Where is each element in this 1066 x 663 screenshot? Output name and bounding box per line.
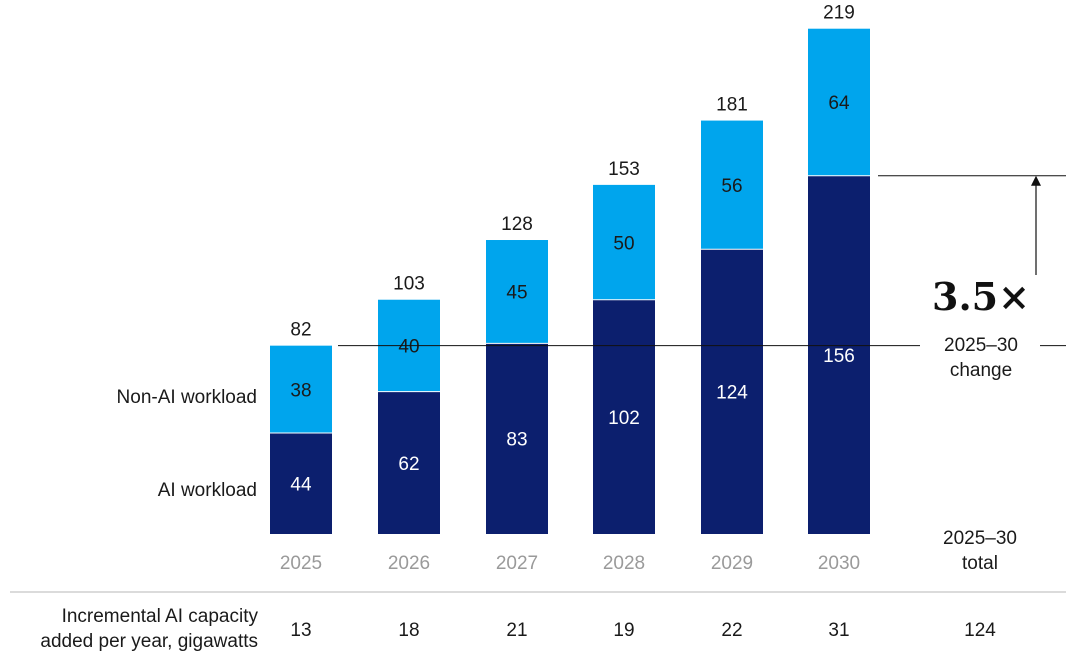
bar-non-ai-2030 xyxy=(808,28,870,176)
bar-ai-2025 xyxy=(270,432,332,534)
bar-non-ai-2027 xyxy=(486,240,548,344)
label-ai-2025: 44 xyxy=(290,474,312,495)
row-value-2026: 18 xyxy=(398,620,419,641)
x-tick-2028: 2028 xyxy=(603,553,645,574)
x-tick-2027: 2027 xyxy=(496,553,538,574)
row-value-2029: 22 xyxy=(721,620,742,641)
label-non-ai-2026: 40 xyxy=(398,337,419,358)
change-label-line1: 2025–30 xyxy=(944,335,1018,356)
row-total-value: 124 xyxy=(964,620,996,641)
label-non-ai-2029: 56 xyxy=(721,176,742,197)
legend-ai-workload: AI workload xyxy=(158,480,257,501)
total-label-2029: 181 xyxy=(716,95,748,116)
label-ai-2029: 124 xyxy=(716,383,748,404)
label-non-ai-2027: 45 xyxy=(506,283,527,304)
arrow-head-icon xyxy=(1031,175,1041,186)
label-ai-2028: 102 xyxy=(608,408,640,429)
bar-ai-2027 xyxy=(486,343,548,534)
row-value-2025: 13 xyxy=(290,620,311,641)
x-tick-2029: 2029 xyxy=(711,553,753,574)
change-label-line2: change xyxy=(950,360,1012,381)
x-axis-ticks: 2025 2026 2027 2028 2029 2030 xyxy=(280,553,860,574)
row-label-line2: added per year, gigawatts xyxy=(40,631,258,652)
label-non-ai-2025: 38 xyxy=(290,380,311,401)
total-label-2030: 219 xyxy=(823,3,855,24)
bar-non-ai-2029 xyxy=(701,120,763,250)
row-value-2028: 19 xyxy=(613,620,634,641)
total-column-line1: 2025–30 xyxy=(943,528,1017,549)
x-tick-2030: 2030 xyxy=(818,553,860,574)
bar-ai-2030 xyxy=(808,175,870,535)
bar-ai-2029 xyxy=(701,249,763,534)
total-label-2025: 82 xyxy=(290,320,311,341)
total-column-line2: total xyxy=(962,553,998,574)
label-ai-2026: 62 xyxy=(398,454,419,475)
bar-ai-2026 xyxy=(378,391,440,534)
label-ai-2030: 156 xyxy=(823,346,855,367)
multiplier-label: 3.5× xyxy=(932,274,1030,319)
label-non-ai-2030: 64 xyxy=(828,93,850,114)
total-label-2026: 103 xyxy=(393,274,425,295)
legend-non-ai-workload: Non-AI workload xyxy=(117,387,257,408)
bar-non-ai-2025 xyxy=(270,345,332,433)
x-tick-2026: 2026 xyxy=(388,553,430,574)
label-ai-2027: 83 xyxy=(506,430,527,451)
row-values: 13 18 21 19 22 31 xyxy=(290,620,849,641)
annotation-backdrop xyxy=(920,275,1040,390)
bars-group: 44 38 82 62 40 103 83 45 128 102 50 153 124 56 181 156 6… xyxy=(270,3,870,535)
row-value-2030: 31 xyxy=(828,620,849,641)
x-tick-2025: 2025 xyxy=(280,553,322,574)
bar-non-ai-2028 xyxy=(593,184,655,300)
label-non-ai-2028: 50 xyxy=(613,233,634,254)
row-value-2027: 21 xyxy=(506,620,527,641)
total-label-2027: 128 xyxy=(501,214,533,235)
total-label-2028: 153 xyxy=(608,159,640,180)
bar-ai-2028 xyxy=(593,299,655,534)
row-label-line1: Incremental AI capacity xyxy=(62,606,259,627)
